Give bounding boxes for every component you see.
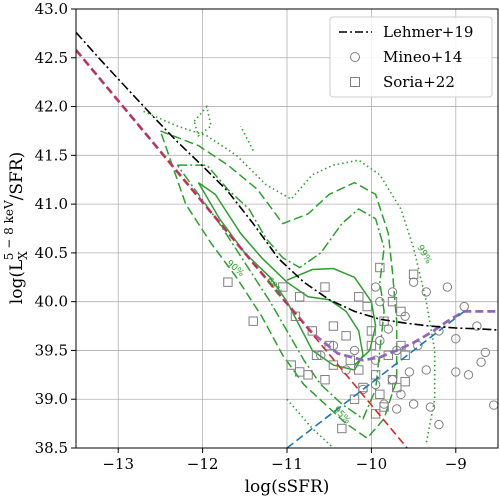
plot-area [76, 31, 498, 448]
soria-point [286, 360, 296, 370]
soria-point [324, 340, 334, 351]
mineo-point [451, 334, 461, 344]
y-axis-label-pre: log(L [7, 260, 27, 304]
soria-point [366, 340, 377, 351]
soria-point [400, 376, 410, 387]
y-tick-label: 42.0 [35, 98, 68, 116]
mineo-point [375, 296, 385, 307]
y-tick-label: 41.5 [35, 146, 68, 164]
soria-point [320, 282, 330, 292]
soria-point [379, 402, 389, 412]
legend-label-mineo: Mineo+14 [383, 48, 462, 66]
contour-dashdot-0 [176, 164, 385, 420]
contour-dotted-2 [239, 125, 254, 151]
mineo-point [404, 367, 415, 377]
soria-point [408, 269, 419, 280]
soria-point [375, 389, 385, 400]
x-tick-label: −10 [356, 455, 388, 473]
soria-point [278, 282, 288, 292]
mineo-point [408, 277, 419, 287]
legend: Lehmer+19 Mineo+14 Soria+22 [329, 16, 493, 98]
y-axis-label-sup: 5 − 8 keV [2, 200, 16, 260]
mineo-point [421, 365, 431, 375]
mineo-point [349, 345, 360, 356]
legend-marker-soria [350, 77, 360, 87]
soria-point [400, 350, 410, 361]
soria-point [366, 326, 377, 336]
mineo-point [434, 419, 444, 430]
x-tick-label: −13 [102, 455, 134, 473]
legend-marker-mineo [350, 52, 360, 62]
soria-point [294, 292, 305, 302]
blue-model-line [286, 310, 465, 448]
soria-point [337, 423, 347, 434]
soria-point [392, 382, 402, 393]
mineo-point [421, 287, 431, 297]
x-axis-label: log(sSFR) [245, 477, 330, 497]
mineo-point [480, 347, 491, 358]
legend-box [329, 16, 493, 98]
y-tick-label: 40.5 [35, 244, 68, 262]
soria-point [328, 321, 339, 331]
mineo-point [476, 357, 486, 367]
soria-point [396, 306, 406, 317]
x-tick-label: −11 [271, 455, 303, 473]
contour-solid-1 [286, 267, 377, 366]
soria-point [362, 301, 372, 312]
legend-label-soria: Soria+22 [383, 73, 455, 91]
y-tick-label: 41.0 [35, 195, 68, 213]
y-tick-label: 43.0 [35, 0, 68, 18]
soria-point [358, 382, 368, 393]
red-model-line [76, 49, 409, 448]
soria-point [375, 262, 385, 273]
mineo-point [387, 287, 398, 297]
y-tick-label: 39.5 [35, 341, 68, 359]
soria-point [354, 365, 364, 375]
legend-label-lehmer: Lehmer+19 [383, 23, 473, 41]
soria-point [320, 375, 330, 385]
soria-point [294, 367, 305, 377]
mineo-point [472, 321, 482, 331]
mineo-point [451, 367, 461, 377]
y-axis-label: log(LX5 − 8 keV/SFR) [2, 152, 30, 304]
mineo-point [425, 402, 436, 412]
soria-point [341, 331, 351, 341]
mineo-point [463, 370, 474, 380]
x-tick-label: −12 [187, 455, 219, 473]
mineo-point [442, 282, 453, 292]
y-tick-label: 39.0 [35, 390, 68, 408]
x-tick-label: −9 [445, 455, 467, 473]
mineo-point [370, 282, 381, 292]
soria-point [223, 277, 233, 287]
contour-dotted-0 [143, 110, 436, 444]
y-axis-label-post: /SFR) [7, 152, 27, 201]
soria-point [307, 326, 318, 336]
y-tick-label: 40.0 [35, 293, 68, 311]
mineo-point [392, 404, 402, 414]
contour-solid-0 [197, 181, 364, 371]
soria-point [387, 296, 398, 307]
axis-ticks: −13 −12 −11 −10 −9 38.5 39.0 39.5 40.0 40.5 41.0 41… [35, 0, 467, 473]
mineo-point [408, 399, 419, 409]
soria-point [248, 316, 258, 326]
mineo-point [370, 355, 381, 365]
lehmer-line [76, 31, 498, 331]
soria-point [354, 292, 364, 302]
soria-point [311, 350, 322, 361]
mineo-point [375, 335, 385, 346]
y-axis-label-sub: X [16, 251, 30, 260]
y-tick-label: 38.5 [35, 439, 68, 457]
y-tick-label: 42.5 [35, 49, 68, 67]
